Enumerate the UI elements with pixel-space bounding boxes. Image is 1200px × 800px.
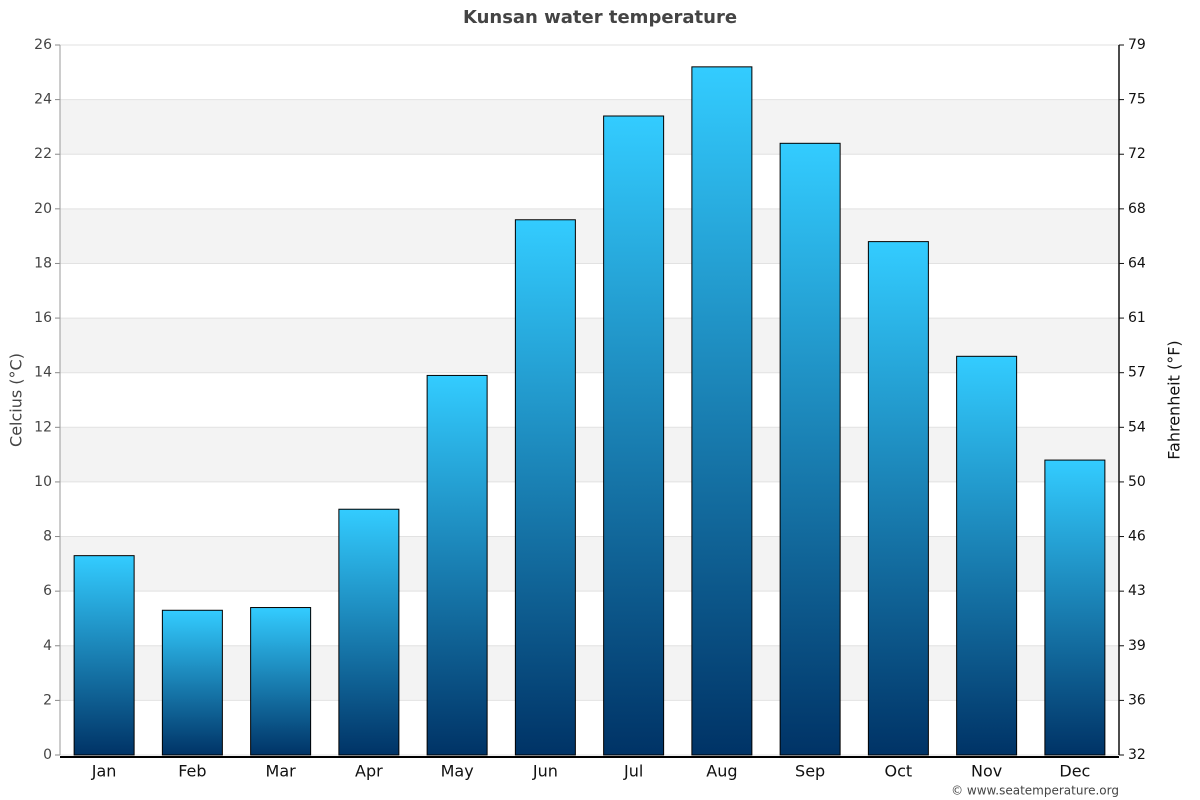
y-tick-label: 24 <box>34 92 52 108</box>
x-tick-label: Jun <box>532 762 558 781</box>
bar <box>779 142 841 756</box>
y2-tick-label: 68 <box>1128 201 1146 217</box>
bar <box>514 219 576 756</box>
y2-tick-label: 64 <box>1128 255 1146 271</box>
y2-axis-label: Fahrenheit (°F) <box>1165 340 1184 459</box>
y-tick-label: 22 <box>34 146 52 162</box>
bar <box>603 115 665 756</box>
y2-tick-label: 50 <box>1128 474 1146 490</box>
x-tick-label: May <box>441 762 474 781</box>
y-tick-label: 14 <box>34 365 52 381</box>
y2-tick-label: 46 <box>1128 529 1146 545</box>
x-tick-label: Oct <box>885 762 913 781</box>
bar <box>956 355 1018 756</box>
grid-band <box>60 318 1119 373</box>
y-tick-label: 2 <box>43 692 52 708</box>
y2-tick-label: 61 <box>1128 310 1146 326</box>
y-tick-label: 0 <box>43 747 52 763</box>
bar <box>867 241 929 756</box>
y-tick-label: 4 <box>43 638 52 654</box>
credit: © www.seatemperature.org <box>951 784 1119 798</box>
y2-tick-label: 79 <box>1128 37 1146 53</box>
x-tick-label: Apr <box>355 762 383 781</box>
bar <box>338 508 400 756</box>
x-tick-label: Aug <box>706 762 737 781</box>
bar <box>691 66 753 756</box>
y-tick-label: 16 <box>34 310 52 326</box>
grid-band <box>60 99 1119 155</box>
grid-band <box>60 208 1119 264</box>
bar <box>1044 459 1106 756</box>
y-tick-label: 12 <box>34 419 52 435</box>
y-tick-label: 6 <box>43 583 52 599</box>
y-axis-label: Celcius (°C) <box>7 353 26 447</box>
y-tick-label: 10 <box>34 474 52 490</box>
x-tick-label: Jan <box>91 762 117 781</box>
chart-title: Kunsan water temperature <box>463 7 737 28</box>
y2-tick-label: 32 <box>1128 747 1146 763</box>
grid-band <box>60 427 1119 482</box>
y2-tick-label: 36 <box>1128 692 1146 708</box>
x-tick-label: Dec <box>1059 762 1090 781</box>
y-tick-label: 20 <box>34 201 52 217</box>
y-tick-label: 8 <box>43 529 52 545</box>
x-tick-label: Sep <box>795 762 825 781</box>
y2-tick-label: 43 <box>1128 583 1146 599</box>
y-tick-label: 26 <box>34 37 52 53</box>
y2-tick-label: 39 <box>1128 638 1146 654</box>
y2-tick-label: 57 <box>1128 365 1146 381</box>
y2-tick-label: 54 <box>1128 419 1146 435</box>
bar <box>426 374 488 756</box>
x-tick-label: Feb <box>178 762 206 781</box>
y2-tick-label: 72 <box>1128 146 1146 162</box>
bar <box>250 607 312 756</box>
grid-band <box>60 645 1119 701</box>
bar <box>161 609 223 756</box>
bar <box>73 555 135 756</box>
y2-tick-label: 75 <box>1128 92 1146 108</box>
y-tick-label: 18 <box>34 255 52 271</box>
x-tick-label: Nov <box>971 762 1002 781</box>
x-tick-label: Jul <box>623 762 643 781</box>
x-tick-label: Mar <box>266 762 297 781</box>
grid-band <box>60 536 1119 592</box>
